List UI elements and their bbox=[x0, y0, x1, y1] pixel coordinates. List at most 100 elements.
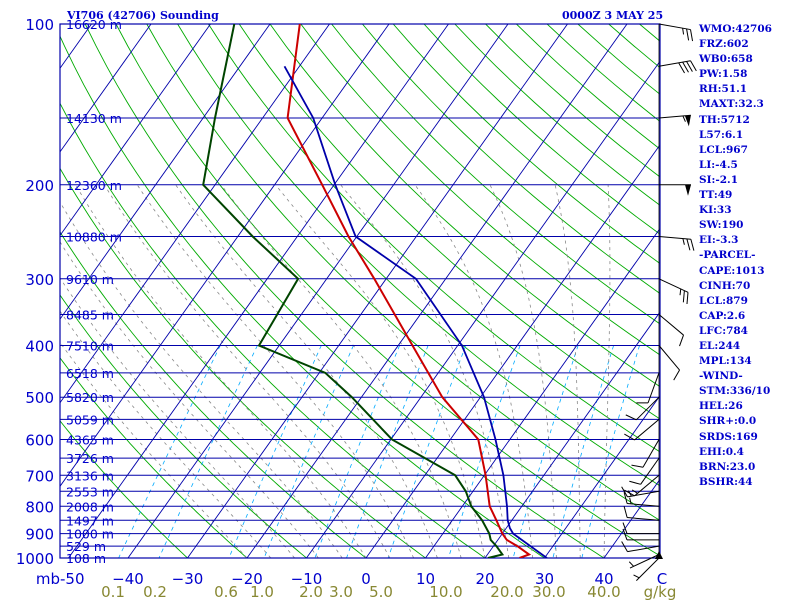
temperature-tick-label: −20 bbox=[231, 570, 263, 588]
height-label: 2008 m bbox=[66, 499, 114, 514]
temperature-tick-label: 40 bbox=[594, 570, 613, 588]
moist-adiabat bbox=[489, 184, 557, 558]
wind-barb bbox=[623, 506, 660, 521]
plot-frame bbox=[59, 23, 661, 559]
height-label: 8485 m bbox=[66, 308, 114, 323]
wind-barb bbox=[658, 278, 689, 305]
index-item: PW:1.58 bbox=[699, 68, 748, 81]
pressure-tick-label: 300 bbox=[25, 271, 54, 289]
wind-barb bbox=[636, 372, 660, 404]
index-item: SHR+:0.0 bbox=[699, 415, 757, 428]
isotherm bbox=[60, 24, 152, 153]
wind-barb bbox=[658, 236, 695, 251]
index-item: LCL:967 bbox=[699, 143, 748, 156]
wind-barb bbox=[625, 396, 660, 421]
background-grid bbox=[60, 24, 660, 558]
height-label: 14130 m bbox=[66, 111, 122, 126]
wind-barb bbox=[628, 554, 660, 569]
mixing-ratio-line bbox=[263, 345, 354, 558]
wind-barb bbox=[658, 60, 697, 74]
isotherm bbox=[425, 227, 660, 558]
temperature-line bbox=[286, 24, 532, 558]
isotherm bbox=[484, 311, 660, 558]
wind-barb bbox=[624, 419, 660, 441]
isotherm bbox=[60, 24, 390, 488]
mixing-ratio-label: 1.0 bbox=[250, 583, 274, 600]
height-label: 1497 m bbox=[66, 513, 114, 528]
dry-adiabat bbox=[115, 24, 660, 557]
isotherm bbox=[246, 24, 628, 558]
index-item: EHI:0.4 bbox=[699, 445, 744, 458]
mixing-ratio-unit: g/kg bbox=[644, 583, 677, 600]
temperature-tick-label: 20 bbox=[475, 570, 494, 588]
height-label: 7510 m bbox=[66, 339, 114, 354]
moist-adiabat bbox=[554, 184, 581, 558]
isotherm bbox=[60, 24, 271, 320]
moist-adiabat bbox=[60, 241, 319, 558]
mixing-ratio-line bbox=[387, 345, 467, 558]
index-item: BSHR:44 bbox=[699, 475, 753, 488]
moist-adiabat bbox=[603, 184, 611, 558]
height-label: 108 m bbox=[66, 551, 106, 566]
dewpoint-line bbox=[202, 24, 505, 558]
isotherm bbox=[127, 24, 509, 558]
mixing-ratio-label: 5.0 bbox=[369, 583, 393, 600]
wind-barb bbox=[624, 474, 660, 497]
isotherm bbox=[306, 60, 660, 558]
index-item: CINH:70 bbox=[699, 279, 751, 292]
mixing-ratio-label: 0.6 bbox=[214, 583, 238, 600]
temperature-tick-label: 10 bbox=[416, 570, 435, 588]
height-label: 5820 m bbox=[66, 390, 114, 405]
mixing-ratio-label: 2.0 bbox=[299, 583, 323, 600]
wind-barb bbox=[623, 492, 660, 507]
isotherm bbox=[60, 24, 330, 404]
isotherm bbox=[60, 24, 211, 237]
index-item: MAXT:32.3 bbox=[699, 98, 764, 111]
wind-barb bbox=[622, 522, 659, 535]
mixing-ratio-label: 3.0 bbox=[329, 583, 353, 600]
height-label: 3726 m bbox=[66, 451, 114, 466]
index-item: LI:-4.5 bbox=[699, 158, 738, 171]
index-item: MPL:134 bbox=[699, 355, 752, 368]
temperature-tick-label: −40 bbox=[112, 570, 144, 588]
isotherm bbox=[365, 144, 660, 558]
moist-adiabat bbox=[275, 184, 486, 558]
mixing-ratio-line bbox=[512, 345, 579, 558]
index-item: STM:336/10 bbox=[699, 385, 771, 398]
index-item: HEL:26 bbox=[699, 400, 743, 413]
pressure-tick-label: 700 bbox=[25, 467, 54, 485]
moist-adiabat bbox=[340, 184, 510, 558]
height-label: 2553 m bbox=[66, 484, 114, 499]
temperature-tick-label: 30 bbox=[535, 570, 554, 588]
dry-adiabat bbox=[177, 24, 660, 487]
mixing-ratio-line bbox=[314, 345, 400, 558]
index-item: EL:244 bbox=[699, 339, 741, 352]
isotherm bbox=[187, 24, 568, 558]
index-item: KI:33 bbox=[699, 204, 732, 217]
index-item: CAPE:1013 bbox=[699, 264, 765, 277]
dry-adiabat bbox=[84, 24, 605, 558]
mixing-ratio-line bbox=[581, 345, 640, 558]
index-item: SRDS:169 bbox=[699, 430, 758, 443]
indices-panel: WMO:42706 FRZ:602 WB0:658 PW:1.58 RH:51.1 MAX… bbox=[699, 22, 799, 490]
pressure-tick-label: 800 bbox=[25, 498, 54, 516]
index-item: SW:190 bbox=[699, 219, 744, 232]
isotherm bbox=[544, 394, 660, 558]
pressure-tick-label: 900 bbox=[25, 526, 54, 544]
sounding-traces bbox=[202, 24, 548, 558]
moist-adiabat bbox=[103, 184, 391, 558]
height-label: 16620 m bbox=[66, 17, 122, 32]
index-item: TH:5712 bbox=[699, 113, 750, 126]
temperature-tick-label: mb-50 bbox=[36, 570, 85, 588]
height-label: 10880 m bbox=[66, 229, 122, 244]
height-label: 3136 m bbox=[66, 468, 114, 483]
mixing-ratio-label: 0.2 bbox=[143, 583, 167, 600]
isotherm bbox=[68, 24, 449, 558]
pressure-tick-label: 100 bbox=[25, 16, 54, 34]
wind-barb bbox=[658, 314, 684, 347]
wind-barb bbox=[629, 457, 660, 485]
height-label: 9610 m bbox=[66, 272, 114, 287]
mixing-ratio-label: 20.0 bbox=[490, 583, 523, 600]
temperature-tick-label: 0 bbox=[361, 570, 371, 588]
